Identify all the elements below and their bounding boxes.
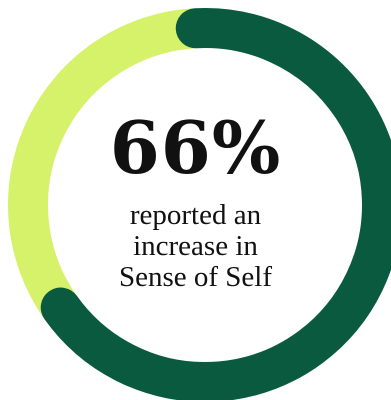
donut-segment-remainder xyxy=(8,8,198,320)
donut-segment-primary xyxy=(40,8,391,400)
donut-ring xyxy=(8,8,391,400)
